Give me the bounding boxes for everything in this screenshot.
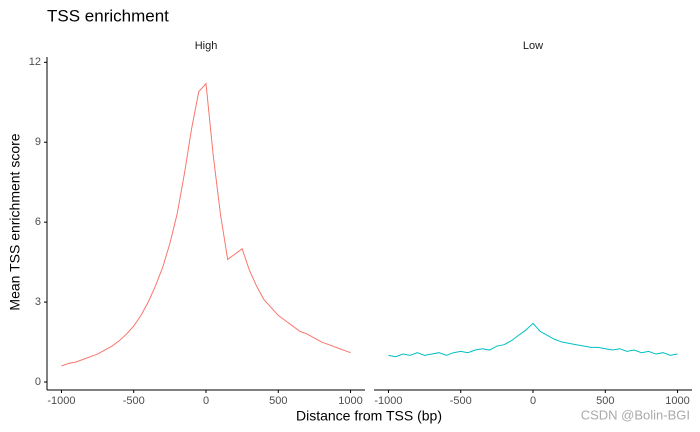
facet-label: High — [195, 40, 218, 52]
x-tick-label: 500 — [269, 395, 287, 407]
x-tick-label: 0 — [530, 395, 536, 407]
x-tick-label: 1000 — [665, 395, 689, 407]
x-tick-label: -1000 — [47, 395, 75, 407]
y-tick-label: 0 — [35, 376, 41, 388]
chart-title: TSS enrichment — [47, 6, 169, 25]
watermark: CSDN @Bolin-BGI — [581, 407, 690, 422]
y-axis-label: Mean TSS enrichment score — [7, 133, 23, 310]
line — [61, 82, 351, 367]
x-tick-label: -1000 — [374, 395, 402, 407]
facet-label: Low — [523, 40, 543, 52]
y-tick-label: 9 — [35, 136, 41, 148]
x-axis-label: Distance from TSS (bp) — [296, 408, 442, 424]
y-tick-label: 3 — [35, 296, 41, 308]
x-tick-label: 1000 — [338, 395, 362, 407]
line — [388, 322, 678, 358]
x-tick-label: -500 — [450, 395, 472, 407]
y-tick-label: 6 — [35, 216, 41, 228]
x-tick-label: 0 — [203, 395, 209, 407]
x-tick-label: -500 — [123, 395, 145, 407]
y-tick-label: 12 — [29, 56, 41, 68]
x-tick-label: 500 — [596, 395, 614, 407]
